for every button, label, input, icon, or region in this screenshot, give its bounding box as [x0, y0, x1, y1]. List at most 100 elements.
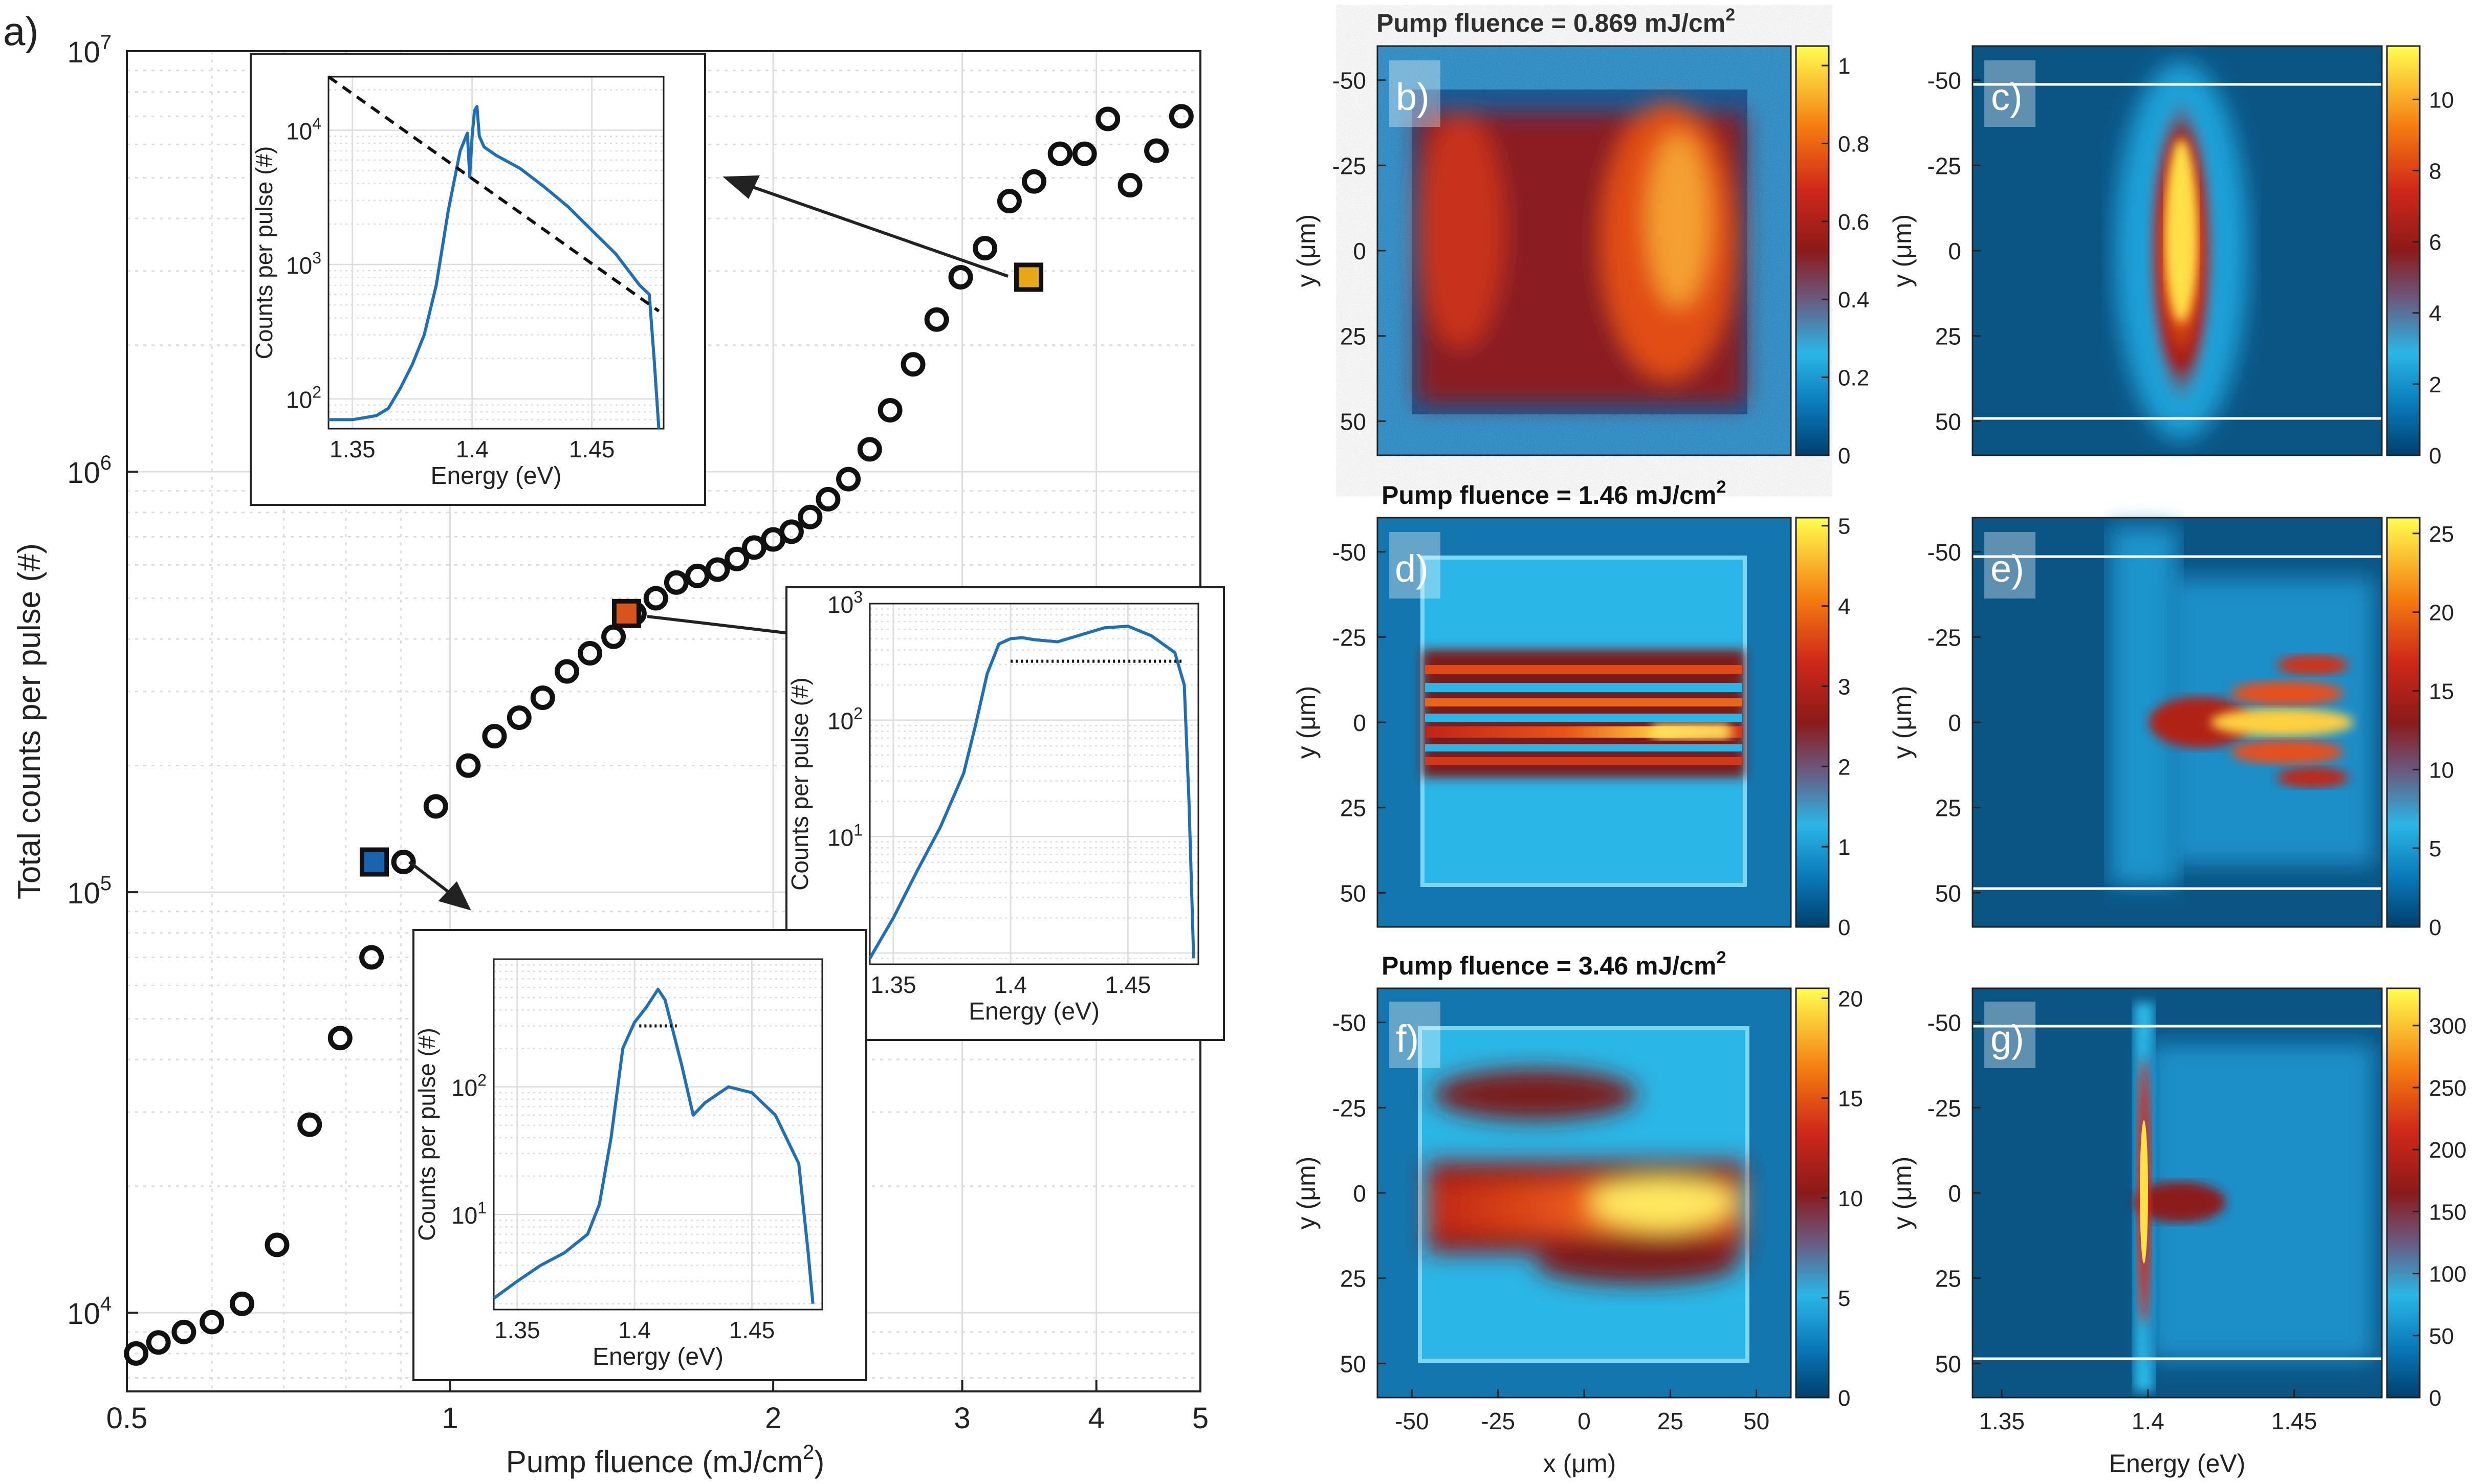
map-y-tick-label: 25 — [1340, 323, 1366, 350]
panel-b-emission — [1417, 102, 1745, 404]
panel-b-colorbar-ticks: 0 0.2 0.4 0.6 0.8 1 — [1822, 54, 1869, 469]
inset-high-fluence-spectrum: 1.35 1.4 1.45 102 103 104 Energy (eV) Counts pe… — [250, 53, 706, 506]
highlighted-data-point — [611, 599, 641, 628]
colorbar-tick-label: 0.6 — [1838, 210, 1869, 235]
data-point — [327, 1026, 353, 1051]
y-tick-label: 105 — [67, 872, 112, 910]
data-point — [171, 1319, 196, 1344]
panel-f-x-label: x (μm) — [1543, 1449, 1616, 1478]
panel-b-colorbar — [1795, 45, 1830, 456]
colorbar-tick-label: 5 — [1838, 514, 1850, 539]
inset-y-tick-label: 104 — [286, 115, 321, 145]
panel-d-y-label: y (μm) — [1292, 686, 1321, 759]
map-y-tick-label: -50 — [1332, 539, 1366, 566]
inset-x-tick-label: 1.4 — [994, 971, 1027, 998]
inset-x-tick-label: 1.45 — [569, 436, 615, 462]
panel-d-ticks: -50 -25 0 25 50 — [1332, 539, 1386, 906]
panel-f-colorbar — [1795, 987, 1830, 1399]
inset-y-tick-label: 102 — [827, 704, 863, 735]
map-y-tick-label: 0 — [1353, 1180, 1366, 1207]
arrow-to-inset-low — [408, 860, 454, 897]
inset-fit-dashed-line — [327, 75, 660, 313]
panel-f-emission — [1428, 1069, 1745, 1284]
colorbar-tick-label: 5 — [1838, 1286, 1850, 1311]
panel-e-y-label: y (μm) — [1888, 686, 1917, 759]
panel-c-energy-map: c) -50 -25 0 25 50 y (μm) 0 2 4 6 8 10 — [1888, 45, 2454, 469]
data-point — [601, 624, 626, 649]
panel-d-title: Pump fluence = 1.46 mJ/cm2 — [1382, 477, 1726, 510]
panel-g-energy-map: g) -50 -25 0 25 50 1.35 1.4 1.45 y (μm) Energy … — [1888, 987, 2466, 1478]
data-point — [456, 753, 481, 778]
colorbar-tick-label: 300 — [2429, 1014, 2466, 1039]
map-y-tick-label: 50 — [1935, 880, 1961, 906]
data-point — [229, 1291, 254, 1316]
data-point — [1072, 141, 1097, 166]
colorbar-tick-label: 200 — [2429, 1138, 2466, 1163]
data-point — [1169, 104, 1194, 129]
colorbar-tick-label: 1 — [1838, 835, 1850, 860]
inset-y-axis-label: Counts per pulse (#) — [251, 146, 277, 360]
panel-c-ticks: -50 -25 0 25 50 — [1927, 68, 1981, 435]
data-point — [359, 945, 384, 970]
inset-spectrum-line — [493, 988, 815, 1304]
colorbar-tick-label: 150 — [2429, 1200, 2466, 1225]
data-point — [507, 705, 532, 730]
data-point — [482, 724, 507, 749]
colorbar-tick-label: 0 — [1838, 444, 1850, 469]
inset-x-tick-label: 1.45 — [729, 1317, 775, 1343]
map-x-tick-label: 1.4 — [2132, 1408, 2164, 1434]
panel-f-ticks: -50 -25 0 25 50 -50 -25 0 25 50 — [1332, 1010, 1770, 1434]
map-y-tick-label: 25 — [1935, 1266, 1961, 1292]
colorbar-tick-label: 8 — [2429, 159, 2441, 184]
map-x-tick-label: -25 — [1481, 1408, 1515, 1434]
x-tick-label: 4 — [1088, 1402, 1105, 1435]
map-y-tick-label: -50 — [1927, 68, 1961, 94]
map-y-tick-label: -50 — [1927, 539, 1961, 566]
inset-axes-box — [869, 603, 1199, 965]
panel-d-real-space-map: Pump fluence = 1.46 mJ/cm2 d) -50-250255… — [1292, 477, 1850, 940]
panel-f-label: f) — [1396, 1017, 1419, 1060]
colorbar-tick-label: 100 — [2429, 1262, 2466, 1287]
panel-c-colorbar-ticks: 0 2 4 6 8 10 — [2413, 87, 2454, 469]
arrowhead-low — [438, 881, 471, 911]
data-point — [948, 264, 973, 290]
map-y-tick-label: -50 — [1332, 68, 1366, 94]
map-x-tick-label: -50 — [1395, 1408, 1429, 1434]
highlighted-data-point — [1014, 262, 1044, 292]
inset-spectrum-line — [328, 105, 661, 429]
panel-c-y-label: y (μm) — [1888, 214, 1917, 287]
data-point — [1095, 106, 1121, 131]
y-tick-label: 107 — [67, 31, 112, 69]
panel-e-label: e) — [1990, 547, 2024, 590]
panel-d-colorbar — [1795, 517, 1830, 928]
inset-y-tick-label: 103 — [286, 249, 321, 279]
inset-y-tick-label: 103 — [827, 588, 863, 618]
inset-low-fluence-spectrum: 1.35 1.4 1.45 101 102 Energy (eV) Counts per p… — [412, 929, 867, 1381]
map-y-tick-label: 50 — [1340, 880, 1366, 906]
y-tick-label: 106 — [67, 452, 112, 490]
x-tick-label: 3 — [954, 1402, 970, 1435]
map-y-tick-label: -25 — [1927, 152, 1961, 179]
data-point — [973, 236, 998, 261]
panel-e-ticks: -50 -25 0 25 50 — [1927, 539, 1981, 906]
map-y-tick-label: 25 — [1935, 795, 1961, 822]
arrow-to-inset-mid — [647, 615, 799, 636]
inset-x-axis-label: Energy (eV) — [593, 1343, 724, 1370]
data-point — [816, 486, 841, 512]
colorbar-tick-label: 0 — [2429, 915, 2441, 940]
panel-d-stripes — [1422, 650, 1745, 778]
data-point — [530, 685, 555, 711]
highlighted-data-point — [359, 847, 389, 877]
map-x-tick-label: 0 — [1577, 1408, 1591, 1434]
panel-g-colorbar-ticks: 0 50 100 150 200 250 300 — [2413, 1014, 2466, 1411]
data-point — [901, 352, 926, 377]
panel-f-title: Pump fluence = 3.46 mJ/cm2 — [1382, 948, 1726, 980]
panel-g-label: g) — [1990, 1017, 2024, 1060]
inset-x-tick-label: 1.4 — [456, 436, 489, 462]
data-point — [200, 1310, 225, 1335]
colorbar-tick-label: 6 — [2429, 230, 2441, 255]
map-y-tick-label: -50 — [1927, 1010, 1961, 1036]
panel-b-y-label: y (μm) — [1292, 214, 1321, 287]
inset-y-tick-label: 101 — [451, 1199, 487, 1229]
colorbar-tick-label: 0.8 — [1838, 131, 1869, 157]
